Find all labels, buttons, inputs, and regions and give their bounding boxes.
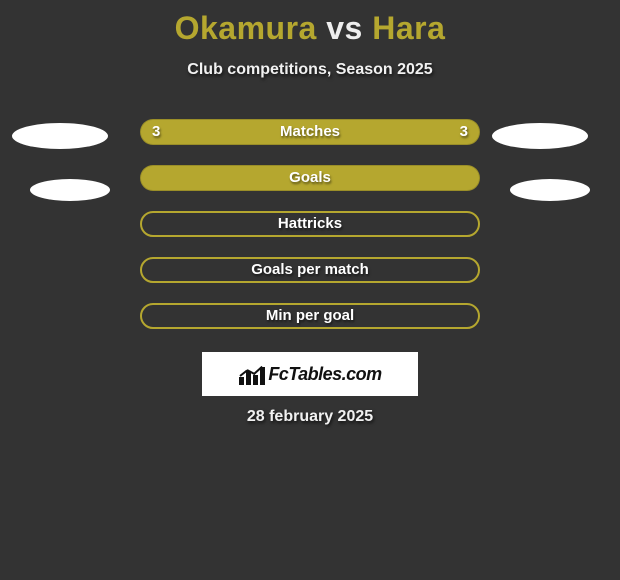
title-vs: vs: [326, 10, 363, 46]
stat-value-left: 3: [152, 119, 160, 145]
stat-bar: [140, 211, 480, 237]
title-player2: Hara: [372, 10, 445, 46]
logo-bar: [239, 377, 244, 385]
stat-row-matches: Matches33: [0, 119, 620, 165]
stat-bar: [140, 303, 480, 329]
stat-row-hattricks: Hattricks: [0, 211, 620, 257]
stat-value-right: 3: [460, 119, 468, 145]
stat-rows: Matches33GoalsHattricksGoals per matchMi…: [0, 119, 620, 349]
comparison-infographic: Okamura vs Hara Club competitions, Seaso…: [0, 0, 620, 580]
footer-date: 28 february 2025: [0, 408, 620, 426]
logo-bar: [253, 375, 258, 385]
stat-bar: [140, 119, 480, 145]
logo-chart-icon: [238, 363, 264, 385]
page-title: Okamura vs Hara: [0, 0, 620, 47]
stat-row-goals: Goals: [0, 165, 620, 211]
stat-row-goals-per-match: Goals per match: [0, 257, 620, 303]
logo-bar: [260, 367, 265, 385]
fctables-logo: FcTables.com: [202, 352, 418, 396]
logo-text: FcTables.com: [268, 364, 381, 385]
stat-bar: [140, 257, 480, 283]
stat-bar: [140, 165, 480, 191]
stat-row-min-per-goal: Min per goal: [0, 303, 620, 349]
title-player1: Okamura: [175, 10, 317, 46]
subtitle: Club competitions, Season 2025: [0, 61, 620, 79]
